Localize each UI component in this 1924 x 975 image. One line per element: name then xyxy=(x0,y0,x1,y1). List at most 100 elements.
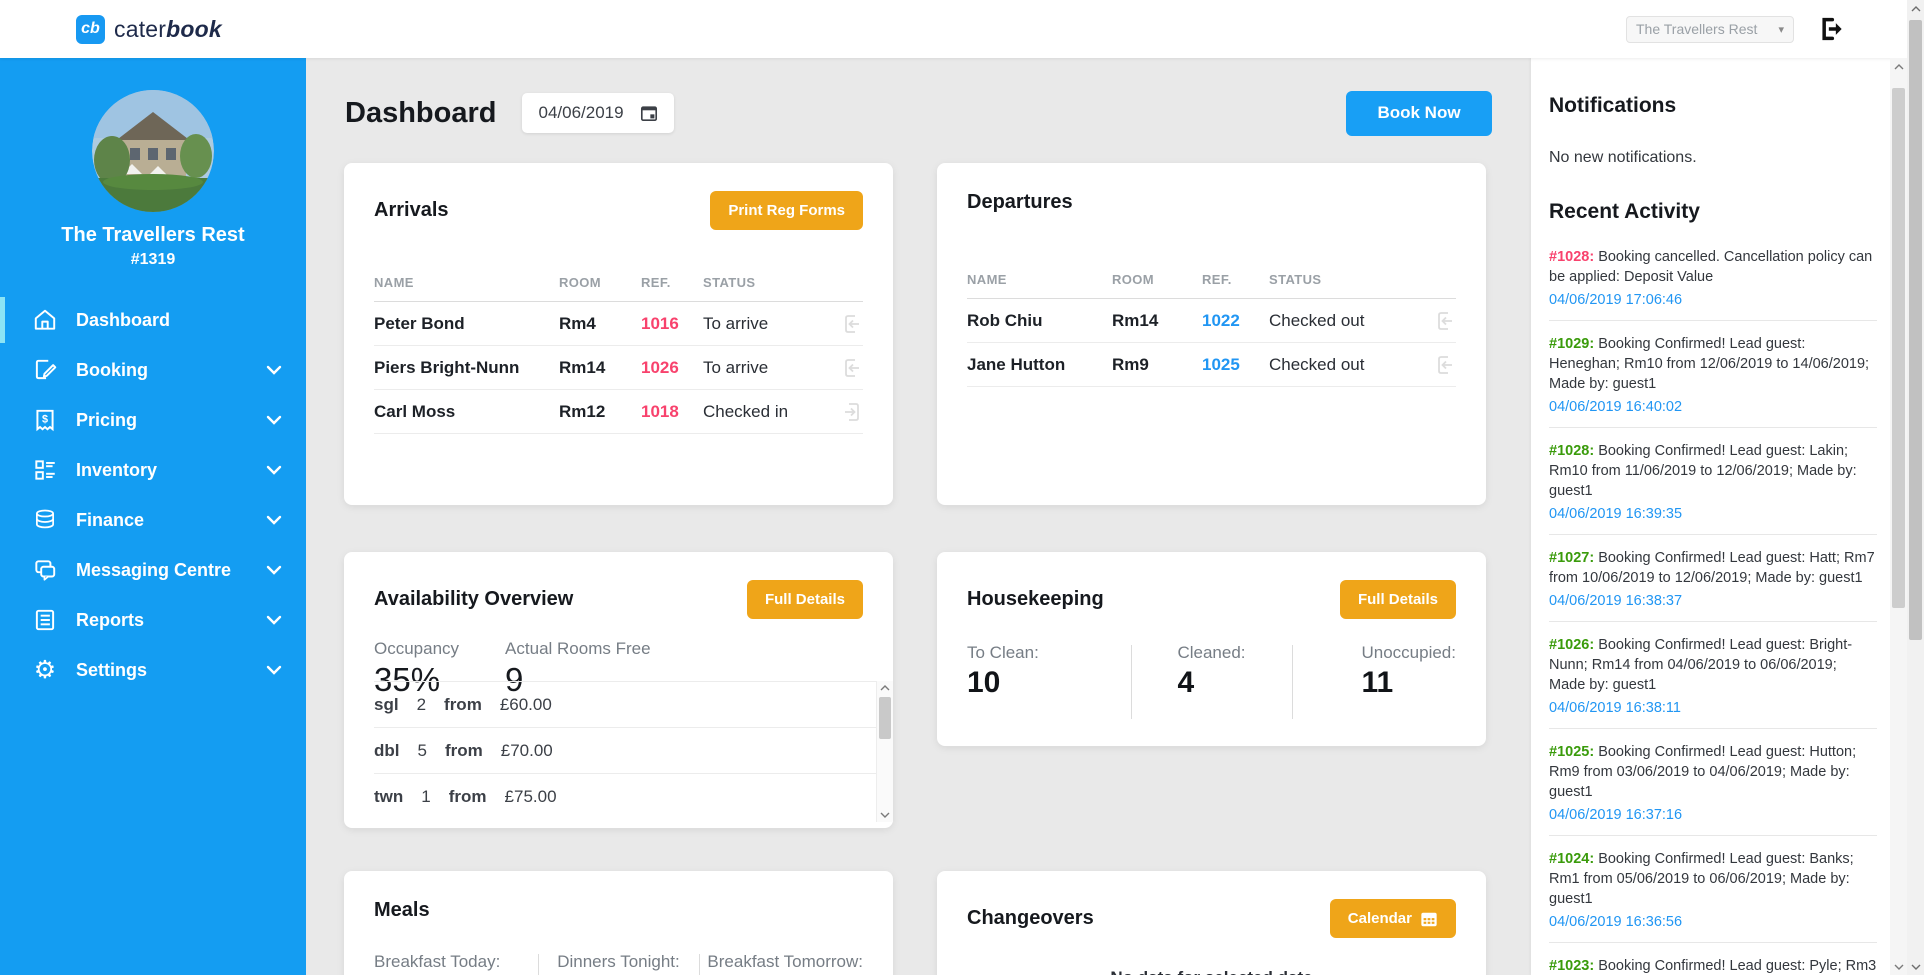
booking-ref-link[interactable]: 1016 xyxy=(641,313,679,333)
check-in-icon[interactable] xyxy=(1434,310,1456,332)
sidebar-item-label: Finance xyxy=(76,509,145,530)
property-select[interactable]: The Travellers Rest ▾ xyxy=(1626,15,1794,43)
activity-ref[interactable]: #1025: xyxy=(1549,744,1595,760)
column-header: REF. xyxy=(1202,272,1232,287)
table-row: Rob Chiu Rm14 1022 Checked out xyxy=(967,299,1456,343)
sidebar-item-messaging-centre[interactable]: Messaging Centre xyxy=(0,545,306,595)
date-picker[interactable]: 04/06/2019 xyxy=(522,93,675,133)
scrollbar-thumb[interactable] xyxy=(879,697,891,739)
sidebar-item-dashboard[interactable]: Dashboard xyxy=(0,295,306,345)
activity-message: Booking Confirmed! Lead guest: Hutton; R… xyxy=(1549,744,1857,800)
sidebar-item-pricing[interactable]: $ Pricing xyxy=(0,395,306,445)
activity-timestamp[interactable]: 04/06/2019 16:38:37 xyxy=(1549,593,1683,609)
column-header: NAME xyxy=(967,272,1007,287)
activity-text: #1029: Booking Confirmed! Lead guest: He… xyxy=(1549,334,1877,394)
stat-value: 11 xyxy=(1361,666,1394,699)
sidebar-item-label: Booking xyxy=(76,359,148,380)
recent-activity-list[interactable]: #1028: Booking cancelled. Cancellation p… xyxy=(1549,234,1877,975)
list-item: dbl 5 from £70.00 xyxy=(374,727,876,773)
scrollbar-thumb[interactable] xyxy=(1892,88,1905,608)
stat-label: Cleaned: xyxy=(1177,643,1246,662)
status-text: Checked out xyxy=(1269,310,1365,330)
status-text: Checked in xyxy=(703,401,789,421)
activity-item: #1028: Booking cancelled. Cancellation p… xyxy=(1549,234,1877,321)
room: Rm14 xyxy=(559,357,606,377)
scroll-down-icon[interactable] xyxy=(1890,958,1907,975)
housekeeping-full-details-button[interactable]: Full Details xyxy=(1339,580,1456,619)
check-out-icon[interactable] xyxy=(841,401,863,423)
booking-ref-link[interactable]: 1018 xyxy=(641,401,679,421)
booking-ref-link[interactable]: 1025 xyxy=(1202,354,1240,374)
booking-ref-link[interactable]: 1026 xyxy=(641,357,679,377)
logout-button[interactable] xyxy=(1816,15,1844,43)
column-header: REF. xyxy=(641,275,671,290)
card-title: Housekeeping xyxy=(967,588,1104,610)
activity-ref[interactable]: #1024: xyxy=(1549,851,1595,867)
logo-cater: cater xyxy=(114,15,167,42)
activity-ref[interactable]: #1028: xyxy=(1549,249,1595,265)
rooms-free-value: 9 xyxy=(505,661,524,698)
room: Rm4 xyxy=(559,313,596,333)
sidebar-item-booking[interactable]: Booking xyxy=(0,345,306,395)
status-text: Checked out xyxy=(1269,354,1365,374)
check-in-icon[interactable] xyxy=(841,357,863,379)
activity-timestamp[interactable]: 04/06/2019 17:06:46 xyxy=(1549,292,1683,308)
scrollbar-thumb[interactable] xyxy=(1909,20,1922,640)
table-row: Piers Bright-Nunn Rm14 1026 To arrive xyxy=(374,346,863,390)
room-type-code: sgl xyxy=(374,694,399,714)
scroll-up-icon[interactable] xyxy=(877,681,893,695)
sidebar-item-reports[interactable]: Reports xyxy=(0,595,306,645)
sidebar-item-label: Inventory xyxy=(76,459,158,480)
activity-message: Booking cancelled. Cancellation policy c… xyxy=(1549,249,1873,285)
activity-timestamp[interactable]: 04/06/2019 16:36:56 xyxy=(1549,914,1683,930)
gear-icon: ⚙ xyxy=(33,655,57,684)
guest-name: Jane Hutton xyxy=(967,354,1066,374)
activity-message: Booking Confirmed! Lead guest: Pyle; Rm3… xyxy=(1598,958,1877,974)
chevron-down-icon xyxy=(266,665,282,675)
activity-timestamp[interactable]: 04/06/2019 16:39:35 xyxy=(1549,506,1683,522)
activity-ref[interactable]: #1027: xyxy=(1549,550,1595,566)
inventory-icon xyxy=(30,455,60,485)
scroll-up-icon[interactable] xyxy=(1890,58,1907,75)
scroll-down-icon[interactable] xyxy=(877,808,893,822)
activity-timestamp[interactable]: 04/06/2019 16:37:16 xyxy=(1549,807,1683,823)
activity-ref[interactable]: #1028: xyxy=(1549,443,1595,459)
calendar-button[interactable]: Calendar xyxy=(1329,899,1456,938)
logo-book: book xyxy=(166,15,222,42)
print-reg-forms-button[interactable]: Print Reg Forms xyxy=(710,191,863,230)
sidebar-item-settings[interactable]: ⚙ Settings xyxy=(0,645,306,695)
activity-timestamp[interactable]: 04/06/2019 16:40:02 xyxy=(1549,399,1683,415)
room-type-list[interactable]: sgl 2 from £60.00 dbl 5 from £70.00 twn … xyxy=(374,681,876,822)
room-type-list-scrollbar[interactable] xyxy=(876,681,893,822)
recent-activity-title: Recent Activity xyxy=(1549,200,1700,223)
activity-ref[interactable]: #1029: xyxy=(1549,336,1595,352)
scroll-down-icon[interactable] xyxy=(1907,958,1924,975)
activity-text: #1024: Booking Confirmed! Lead guest: Ba… xyxy=(1549,849,1877,909)
top-header: cb caterbook The Travellers Rest ▾ xyxy=(0,0,1924,58)
room-type-count: 2 xyxy=(416,694,427,714)
activity-message: Booking Confirmed! Lead guest: Bright-Nu… xyxy=(1549,637,1853,693)
book-now-button[interactable]: Book Now xyxy=(1346,90,1492,136)
rooms-free-label: Actual Rooms Free xyxy=(505,639,651,658)
activity-ref[interactable]: #1023: xyxy=(1549,958,1595,974)
departures-card: Departures NAME ROOM REF. STATUS Rob Chi… xyxy=(937,163,1486,505)
check-in-icon[interactable] xyxy=(1434,354,1456,376)
availability-full-details-button[interactable]: Full Details xyxy=(746,580,863,619)
page-scrollbar[interactable] xyxy=(1907,0,1924,975)
activity-timestamp[interactable]: 04/06/2019 16:38:11 xyxy=(1549,700,1681,716)
booking-ref-link[interactable]: 1022 xyxy=(1202,310,1240,330)
activity-item: #1027: Booking Confirmed! Lead guest: Ha… xyxy=(1549,535,1877,622)
chevron-down-icon: ▾ xyxy=(1778,23,1784,36)
notifications-scrollbar[interactable] xyxy=(1890,58,1907,975)
scroll-up-icon[interactable] xyxy=(1907,0,1924,17)
room-type-price: £75.00 xyxy=(504,786,557,806)
room-type-price: £60.00 xyxy=(499,694,552,714)
sidebar-item-finance[interactable]: Finance xyxy=(0,495,306,545)
sidebar-item-inventory[interactable]: Inventory xyxy=(0,445,306,495)
chevron-down-icon xyxy=(266,365,282,375)
check-in-icon[interactable] xyxy=(841,313,863,335)
list-item: sgl 2 from £60.00 xyxy=(374,681,876,727)
activity-ref[interactable]: #1026: xyxy=(1549,637,1595,653)
calendar-icon xyxy=(1421,912,1437,926)
sidebar-item-label: Reports xyxy=(76,609,145,630)
